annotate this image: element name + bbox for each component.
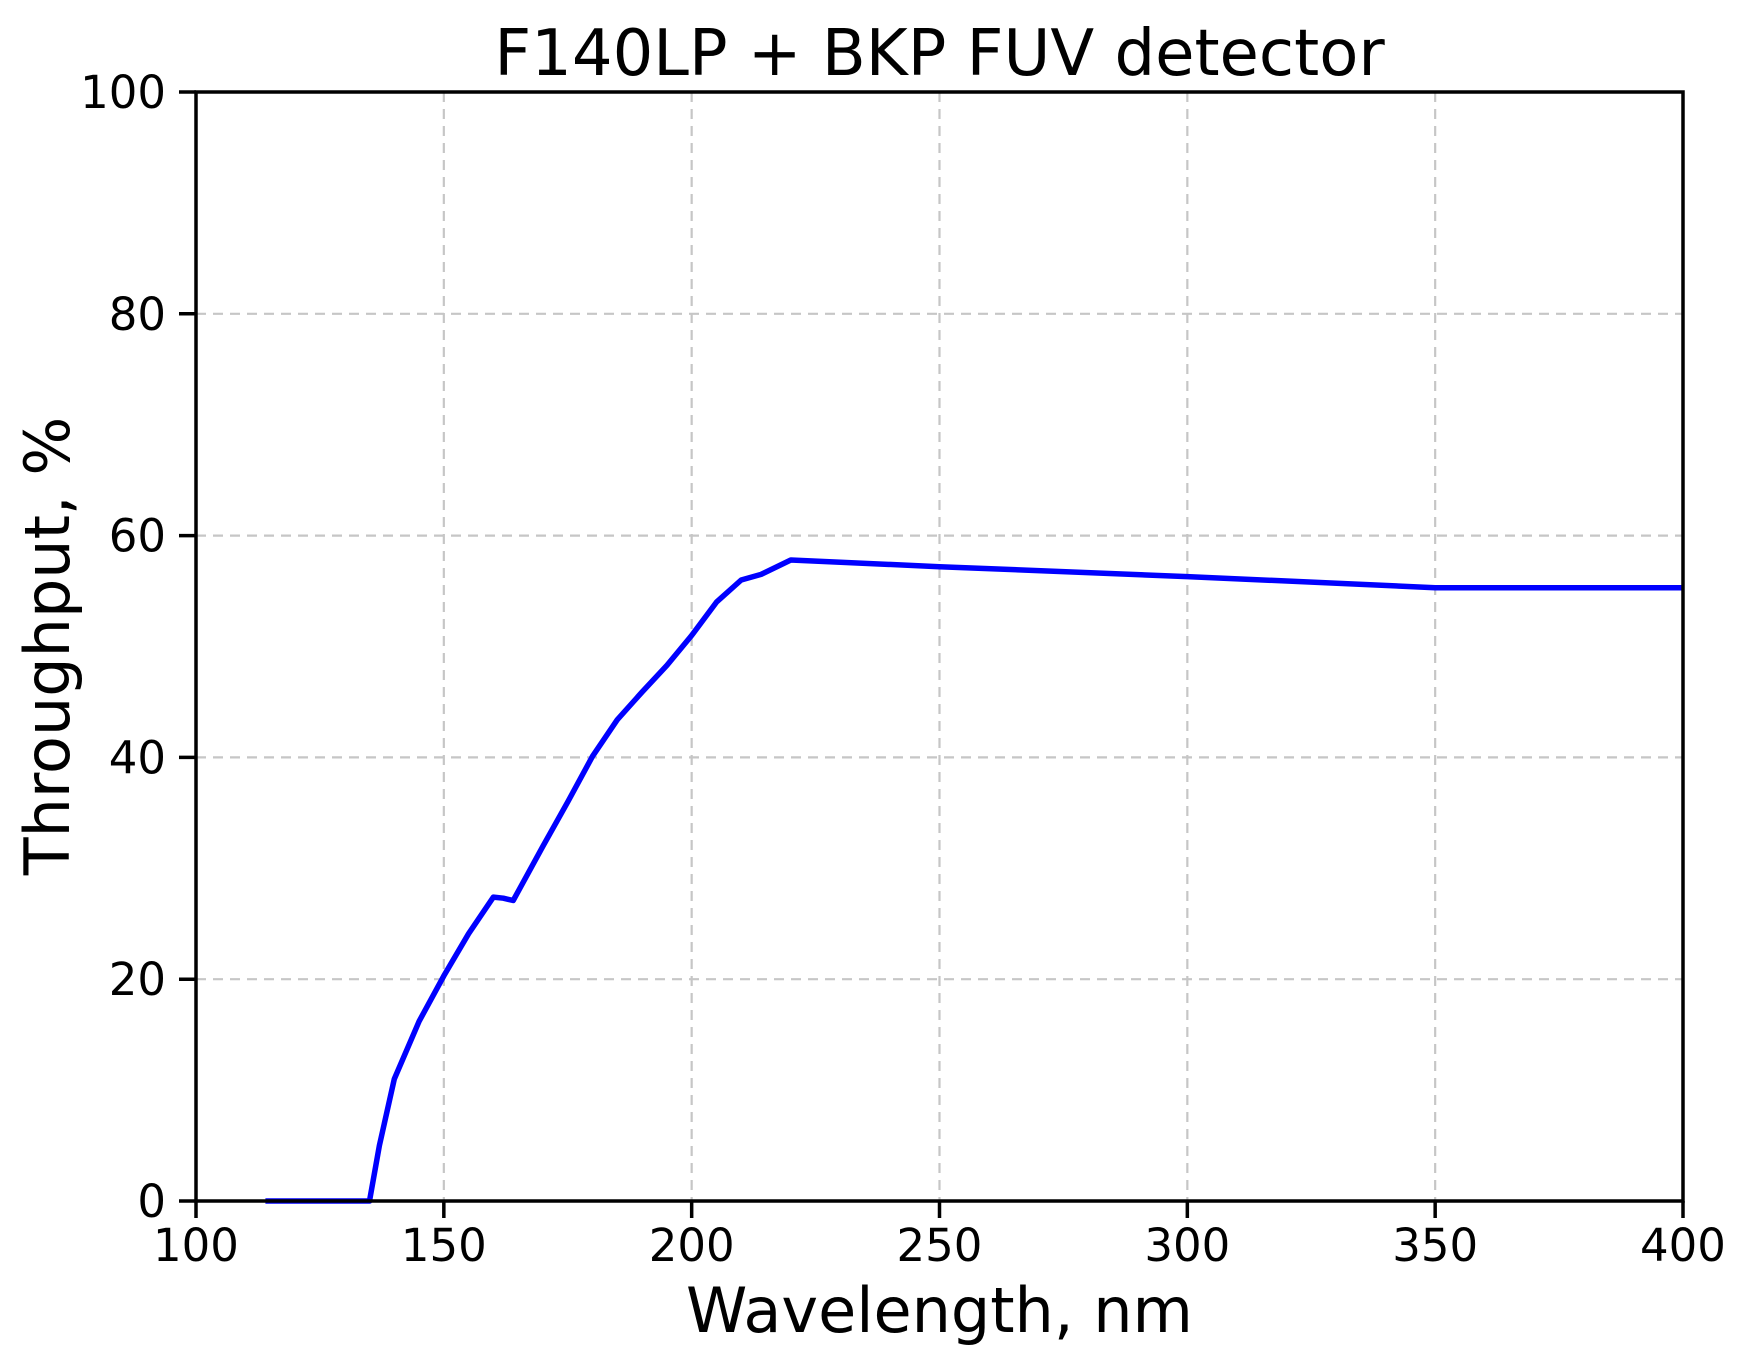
x-tick-label: 400 <box>1640 1219 1726 1272</box>
y-tick-label: 60 <box>109 510 166 563</box>
chart-title: F140LP + BKP FUV detector <box>494 17 1385 91</box>
throughput-curve <box>265 557 1683 1204</box>
x-tick-label: 350 <box>1392 1219 1478 1272</box>
x-axis-label: Wavelength, nm <box>686 1274 1193 1347</box>
y-tick-label: 20 <box>109 953 166 1006</box>
y-tick-label: 100 <box>80 66 166 119</box>
x-tick-label: 100 <box>153 1219 239 1272</box>
y-tick-label: 80 <box>109 288 166 341</box>
y-tick-label: 0 <box>137 1175 166 1228</box>
x-tick-label: 200 <box>649 1219 735 1272</box>
x-tick-label: 150 <box>401 1219 487 1272</box>
plot-border <box>194 90 1685 1203</box>
y-tick-label: 40 <box>109 731 166 784</box>
x-tick-label: 300 <box>1144 1219 1230 1272</box>
x-tick-label: 250 <box>897 1219 983 1272</box>
